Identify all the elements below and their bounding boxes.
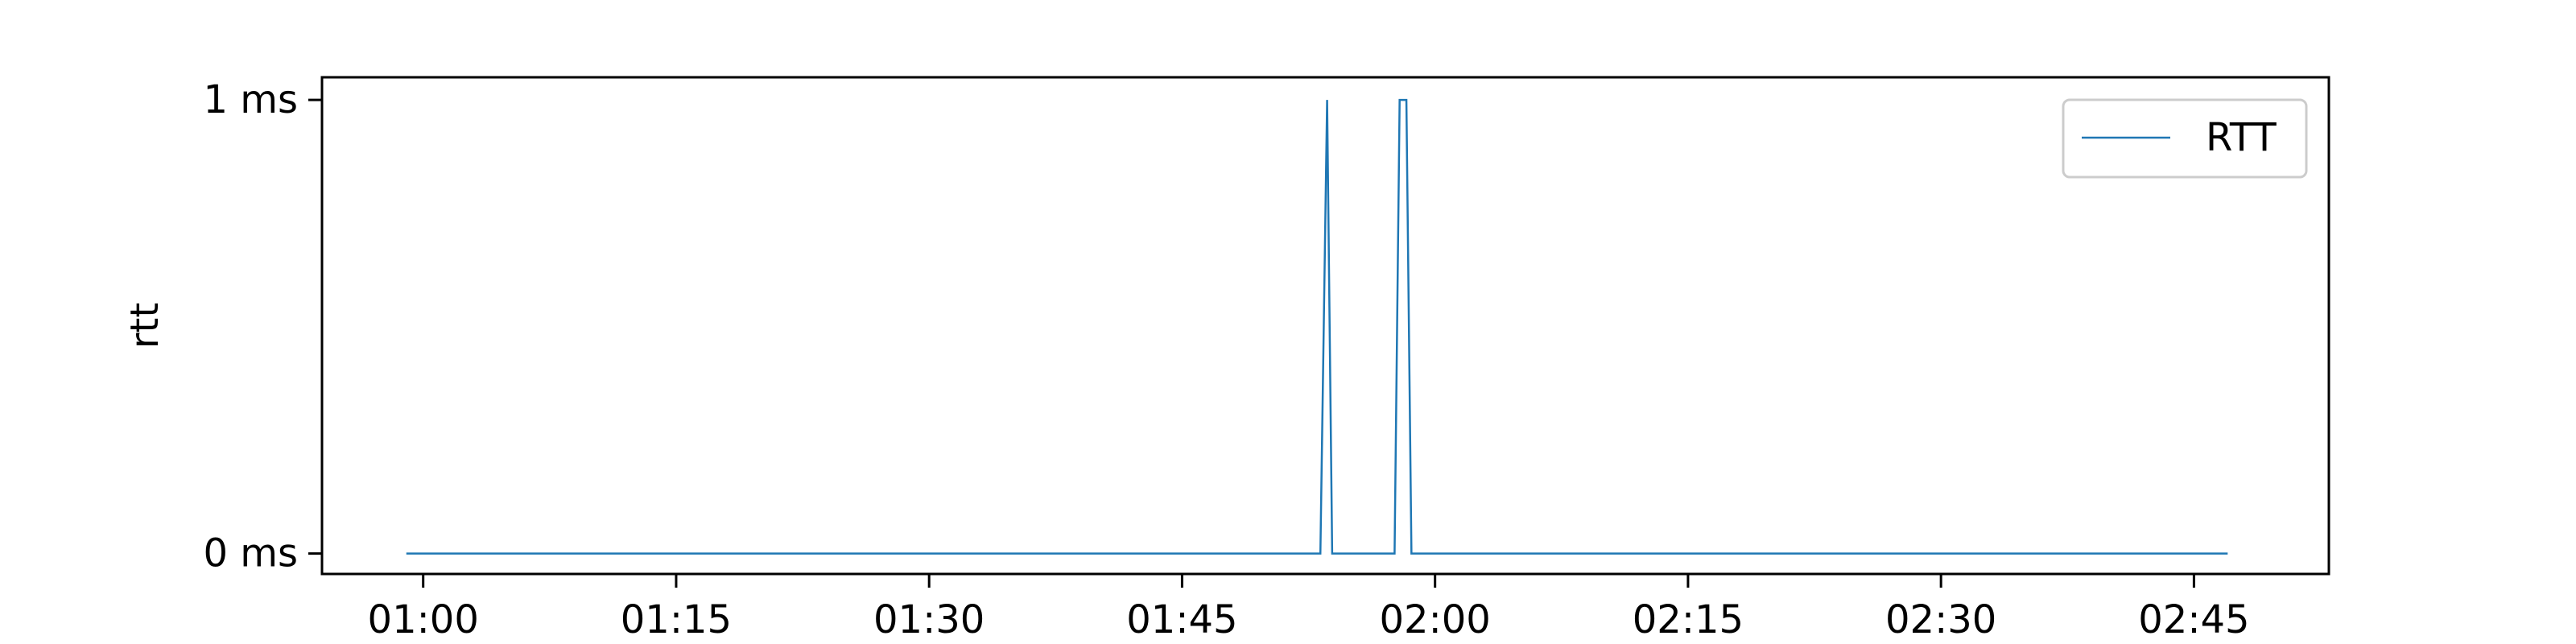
series-line-rtt bbox=[406, 98, 2228, 555]
legend-label-rtt: RTT bbox=[2206, 115, 2277, 160]
x-tick-label: 02:30 bbox=[1885, 597, 1996, 642]
y-axis-ticks: 0 ms 1 ms bbox=[203, 77, 322, 576]
x-tick-label: 01:00 bbox=[368, 597, 479, 642]
x-tick-label: 02:00 bbox=[1380, 597, 1491, 642]
x-tick-label: 02:15 bbox=[1633, 597, 1744, 642]
x-tick-label: 01:45 bbox=[1126, 597, 1237, 642]
x-tick-label: 01:30 bbox=[873, 597, 985, 642]
y-tick-label: 1 ms bbox=[203, 77, 298, 122]
plot-frame bbox=[320, 76, 2330, 576]
series-group bbox=[406, 98, 2228, 555]
x-tick-label: 01:15 bbox=[621, 597, 732, 642]
legend: RTT bbox=[2062, 98, 2308, 179]
x-tick-label: 02:45 bbox=[2138, 597, 2249, 642]
y-tick-label: 0 ms bbox=[203, 531, 298, 576]
legend-box bbox=[2062, 98, 2308, 179]
x-axis-ticks: 01:00 01:15 01:30 01:45 02:00 02:15 02:30 02:45 bbox=[368, 574, 2250, 642]
y-axis-label: rtt bbox=[122, 303, 167, 349]
